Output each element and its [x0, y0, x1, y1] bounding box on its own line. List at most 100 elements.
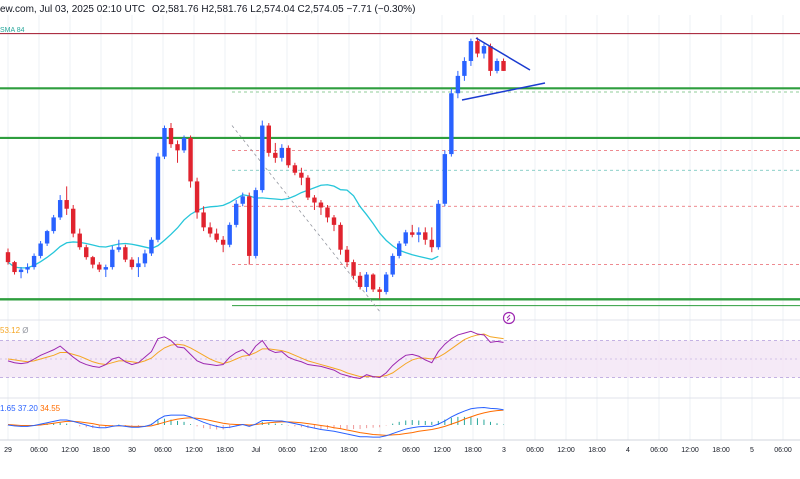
candle: [155, 156, 161, 240]
candle: [279, 147, 285, 158]
candle: [97, 264, 102, 270]
time-tick-label: 18:00: [340, 447, 358, 454]
candle: [71, 208, 76, 234]
candle: [325, 207, 330, 218]
candle: [103, 267, 108, 270]
candle: [488, 46, 493, 71]
candle: [423, 232, 428, 240]
time-tick-label: 2: [378, 447, 382, 454]
time-tick-label: 06:00: [154, 447, 172, 454]
candle: [449, 93, 454, 155]
candle: [51, 217, 56, 232]
candle: [318, 202, 324, 208]
candle: [403, 232, 408, 244]
candle: [110, 249, 115, 268]
candle: [494, 60, 500, 71]
candle: [383, 274, 389, 292]
candle: [370, 274, 376, 290]
time-tick-label: 29: [4, 447, 12, 454]
time-tick-label: 18:00: [216, 447, 234, 454]
candle: [207, 227, 213, 234]
candle: [149, 239, 154, 254]
ma-label: SMA 84: [0, 27, 25, 34]
triangle-upper-line: [475, 37, 531, 71]
header-source: ew.com, Jul 03, 2025 02:10 UTC: [0, 4, 146, 15]
candle: [481, 46, 487, 54]
time-tick-label: 06:00: [30, 447, 48, 454]
candle: [299, 172, 304, 178]
triangle-lower-line: [461, 82, 546, 101]
time-tick-label: 18:00: [464, 447, 482, 454]
candle: [410, 232, 415, 235]
candle: [390, 255, 395, 275]
time-tick-label: 3: [502, 447, 506, 454]
candle: [397, 243, 402, 256]
candle: [286, 147, 291, 166]
time-tick-label: Jul: [252, 447, 261, 454]
candle: [331, 217, 337, 225]
candle: [338, 224, 343, 250]
candle: [462, 60, 467, 76]
candle: [312, 197, 317, 203]
rsi-extra: Ø: [22, 326, 29, 335]
chart-header: ew.com, Jul 03, 2025 02:10 UTC O2,581.76…: [0, 4, 415, 15]
candle: [266, 125, 271, 153]
candle: [220, 239, 226, 245]
candle: [416, 232, 421, 235]
candle: [429, 239, 434, 248]
candle: [188, 137, 193, 182]
candle: [123, 247, 128, 260]
rsi-signal-line: [7, 333, 504, 378]
candle: [142, 253, 148, 264]
time-tick-label: 4: [626, 447, 630, 454]
macd-value-3: 34.55: [40, 404, 61, 413]
candle: [253, 190, 258, 256]
candle: [168, 128, 174, 145]
candle: [364, 274, 369, 287]
candle: [234, 203, 239, 225]
candle: [247, 196, 252, 256]
time-tick-label: 06:00: [774, 447, 792, 454]
candle: [44, 231, 50, 244]
candle: [501, 60, 506, 71]
macd-label: 1.65 37.20 34.55: [0, 404, 60, 413]
candle: [18, 269, 24, 273]
candle: [12, 262, 17, 273]
candle: [292, 165, 298, 173]
candle: [90, 257, 95, 265]
candle: [57, 200, 63, 218]
time-tick-label: 12:00: [309, 447, 327, 454]
candle: [181, 137, 187, 151]
candle: [31, 255, 37, 268]
candle: [129, 259, 135, 268]
candle: [442, 154, 448, 204]
macd-value-2: 37.20: [17, 404, 38, 413]
candle: [116, 247, 122, 250]
time-tick-label: 30: [128, 447, 136, 454]
candle: [214, 233, 219, 240]
candle: [84, 247, 89, 258]
time-tick-label: 12:00: [557, 447, 575, 454]
time-tick-label: 18:00: [712, 447, 730, 454]
rsi-value: 53.12: [0, 326, 21, 335]
candle: [436, 203, 441, 248]
candle: [305, 177, 311, 198]
candle: [344, 249, 350, 263]
candle: [136, 263, 141, 268]
candle: [377, 289, 382, 292]
time-tick-label: 18:00: [588, 447, 606, 454]
header-ohlc: O2,581.76 H2,581.76 L2,574.04 C2,574.05 …: [151, 4, 416, 15]
time-tick-label: 12:00: [681, 447, 699, 454]
candle: [38, 243, 43, 256]
candle: [175, 144, 180, 151]
time-tick-label: 12:00: [433, 447, 451, 454]
candle: [25, 267, 30, 270]
candle: [240, 196, 245, 204]
time-tick-label: 06:00: [278, 447, 296, 454]
rsi-label: 53.12 Ø: [0, 326, 29, 335]
candle: [351, 262, 356, 276]
time-tick-label: 06:00: [402, 447, 420, 454]
candle: [162, 128, 167, 157]
candle: [77, 233, 82, 248]
